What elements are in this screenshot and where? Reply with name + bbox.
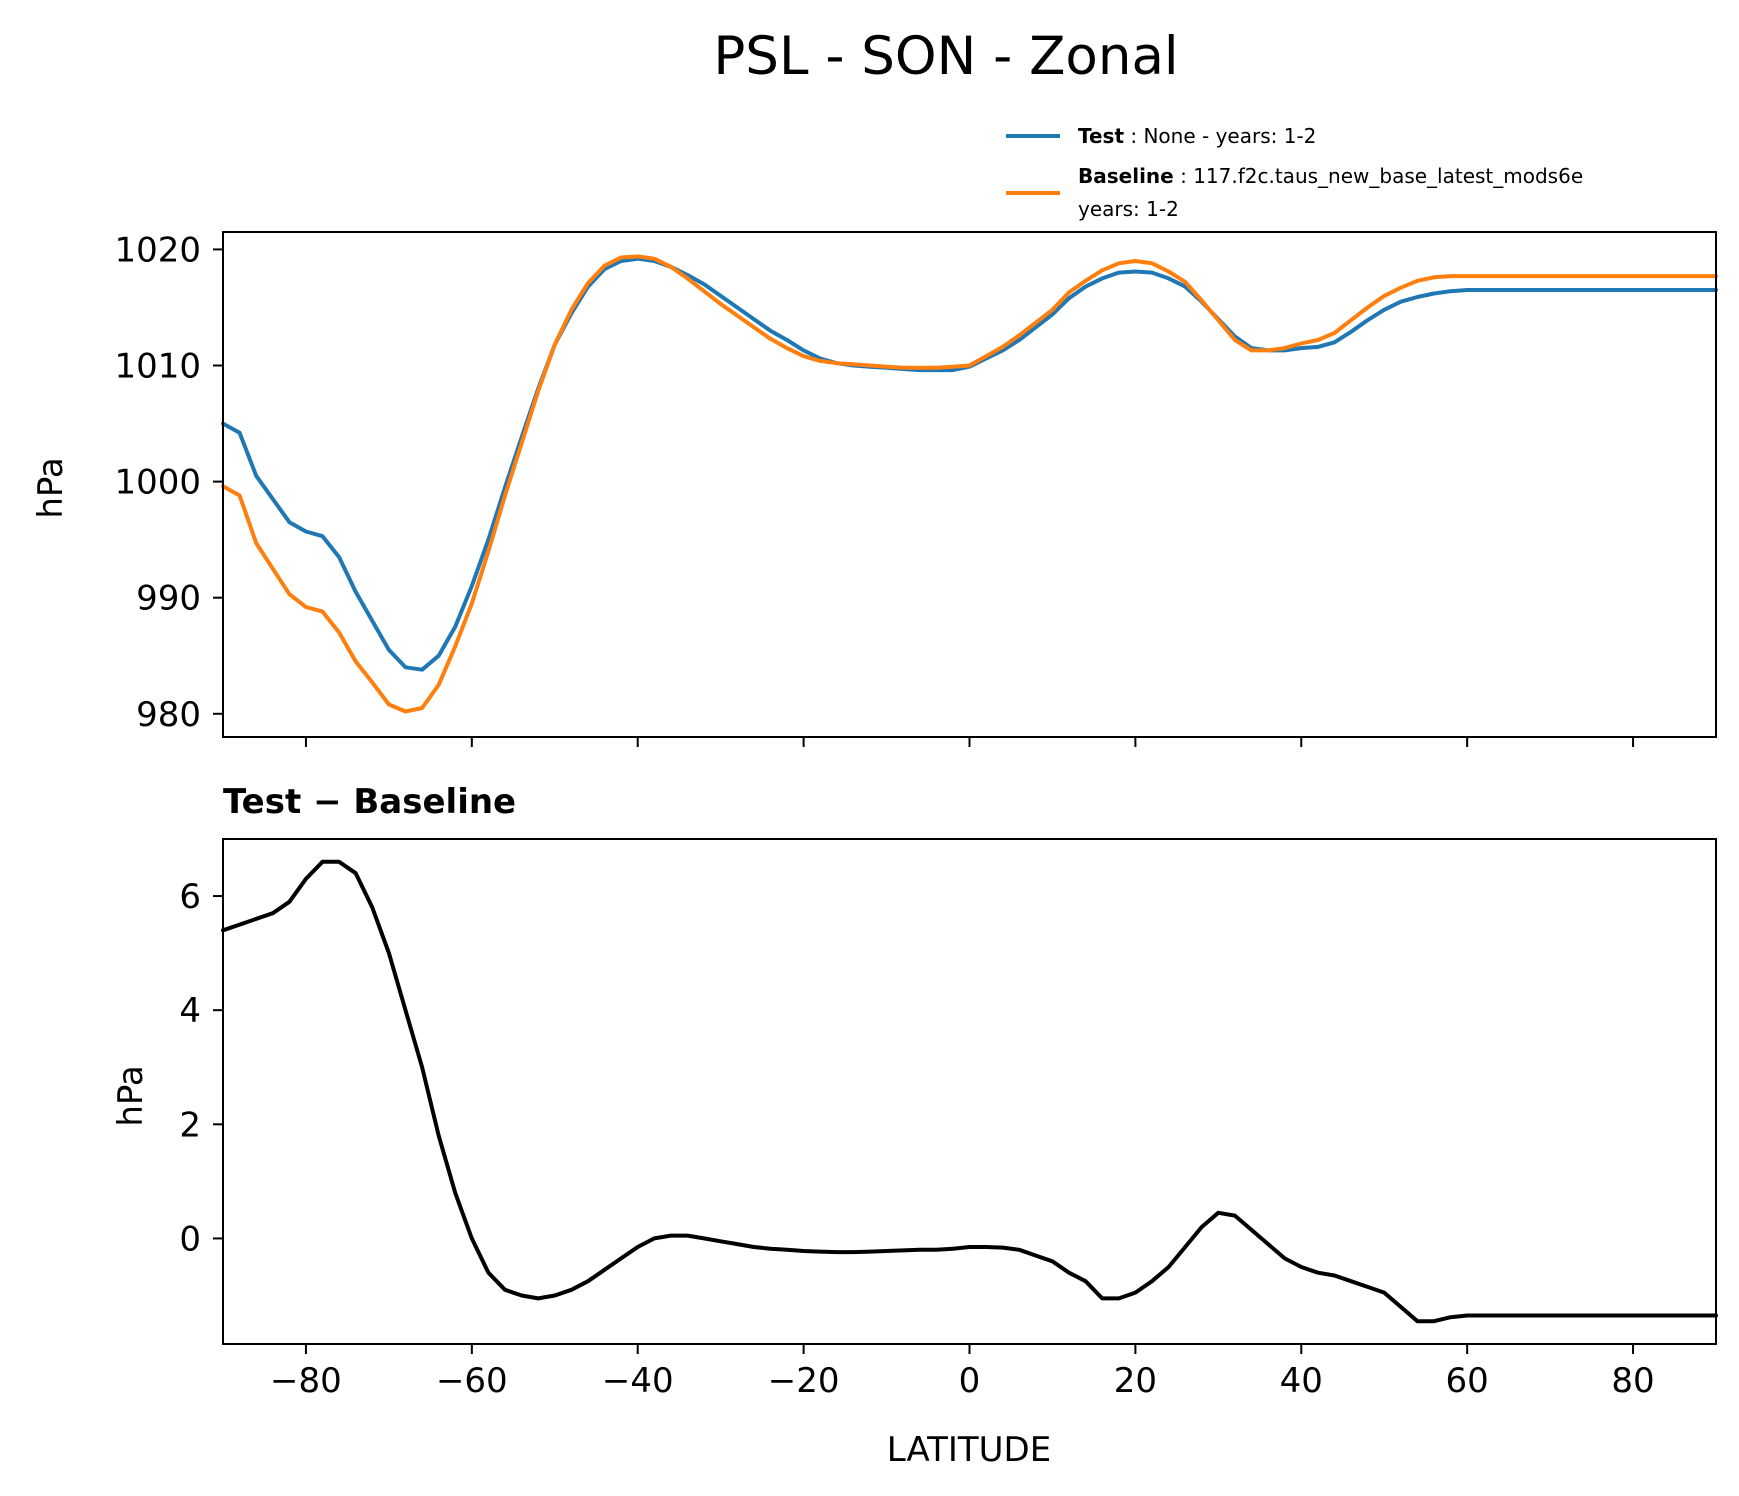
bottom-panel-title: Test − Baseline bbox=[223, 782, 516, 822]
bottom-panel-frame bbox=[222, 838, 1717, 1345]
bottom-y-tick-label: 2 bbox=[179, 1105, 201, 1145]
bottom-x-tick-label: 40 bbox=[1280, 1361, 1323, 1401]
bottom-panel: Test − Baseline −80 −60 −40 −20 0 20 40 60 80 0 2… bbox=[111, 782, 1718, 1470]
bottom-x-tick-label: 80 bbox=[1611, 1361, 1654, 1401]
top-panel: 980 990 1000 1010 1020 hPa bbox=[31, 230, 1718, 747]
top-panel-y-label: hPa bbox=[31, 457, 71, 518]
legend-baseline-label: Baseline bbox=[1078, 164, 1174, 188]
top-panel-x-ticks bbox=[304, 737, 1635, 747]
legend-baseline-text: Baseline : 117.f2c.taus_new_base_latest_… bbox=[1078, 164, 1583, 188]
legend-baseline-desc: : 117.f2c.taus_new_base_latest_mods6e bbox=[1180, 164, 1583, 188]
top-y-tick-label: 990 bbox=[136, 579, 201, 619]
bottom-panel-y-ticks: 0 2 4 6 bbox=[179, 877, 223, 1259]
bottom-x-tick-label: 60 bbox=[1446, 1361, 1489, 1401]
bottom-panel-x-label: LATITUDE bbox=[887, 1430, 1051, 1470]
bottom-x-tick-label: −20 bbox=[768, 1361, 840, 1401]
top-panel-y-ticks: 980 990 1000 1010 1020 bbox=[114, 230, 223, 735]
legend-baseline-desc-line2: years: 1-2 bbox=[1078, 197, 1179, 221]
top-series-line-test bbox=[221, 256, 1718, 672]
bottom-x-tick-label: −80 bbox=[270, 1361, 342, 1401]
bottom-x-tick-label: 0 bbox=[959, 1361, 981, 1401]
bottom-panel-x-ticks: −80 −60 −40 −20 0 20 40 60 80 bbox=[270, 1344, 1655, 1401]
legend-test-label: Test bbox=[1078, 124, 1124, 148]
top-series-line-baseline bbox=[221, 254, 1718, 714]
bottom-y-tick-label: 6 bbox=[179, 877, 201, 917]
top-y-tick-label: 1010 bbox=[114, 347, 201, 387]
bottom-x-tick-label: −40 bbox=[602, 1361, 674, 1401]
top-panel-frame bbox=[222, 231, 1717, 738]
legend-test-desc: : None - years: 1-2 bbox=[1130, 124, 1316, 148]
bottom-panel-y-label: hPa bbox=[111, 1065, 151, 1126]
bottom-series-line-test-baseline bbox=[221, 859, 1718, 1324]
bottom-panel-lines bbox=[221, 859, 1718, 1324]
bottom-y-tick-label: 4 bbox=[179, 991, 201, 1031]
top-panel-lines bbox=[221, 254, 1718, 714]
bottom-x-tick-label: 20 bbox=[1114, 1361, 1157, 1401]
bottom-y-tick-label: 0 bbox=[179, 1219, 201, 1259]
legend: Test : None - years: 1-2 Baseline : 117.… bbox=[1006, 124, 1583, 221]
top-y-tick-label: 1020 bbox=[114, 230, 201, 270]
figure-title: PSL - SON - Zonal bbox=[713, 26, 1178, 87]
bottom-x-tick-label: −60 bbox=[436, 1361, 508, 1401]
legend-test-text: Test : None - years: 1-2 bbox=[1078, 124, 1316, 148]
top-y-tick-label: 980 bbox=[136, 695, 201, 735]
top-y-tick-label: 1000 bbox=[114, 463, 201, 503]
